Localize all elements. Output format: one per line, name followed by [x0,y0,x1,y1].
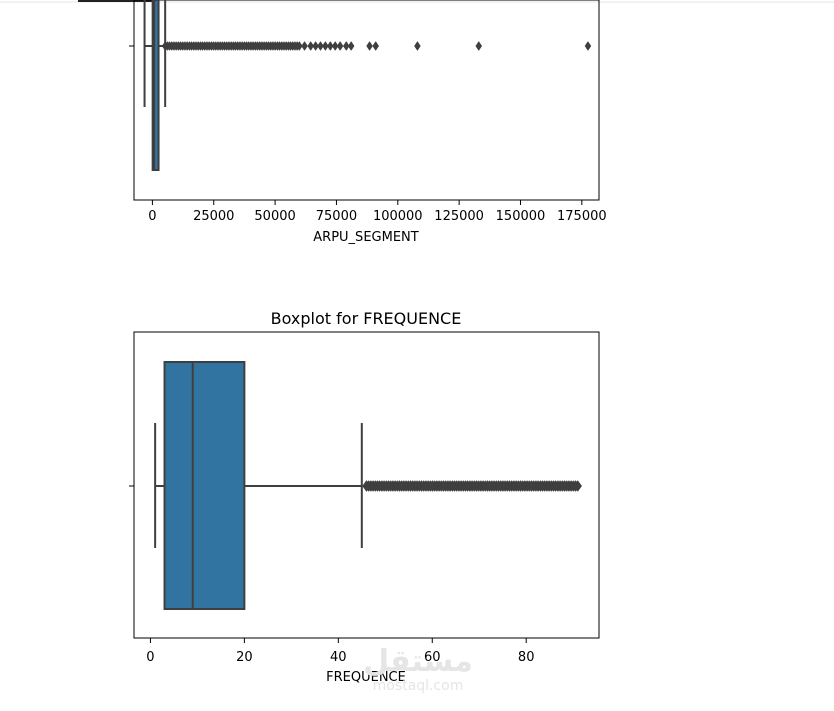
x-axis-label: ARPU_SEGMENT [313,230,418,245]
x-tick-label: 25000 [193,209,234,224]
box-iqr [163,361,246,610]
frequence-boxplot: Boxplot for FREQUENCE 0 20 40 60 80 FREQUENC… [129,309,600,685]
x-tick-label: 50000 [254,209,295,224]
arpu-boxplot: 0 25000 50000 75000 100000 125000 150000 175000… [129,0,607,245]
x-tick-label: 150000 [496,209,546,224]
cell-divider-mark [78,0,152,2]
outlier-marker [307,41,314,51]
outlier-marker [584,41,592,51]
outlier-marker [372,41,380,51]
watermark-latin: mostaql.com [372,678,464,694]
outlier-marker [317,41,324,51]
x-tick-label: 75000 [316,209,357,224]
x-tick-label: 0 [146,650,154,665]
x-axis-label: FREQUENCE [326,670,406,685]
plot-frame [133,331,600,639]
outlier-marker [366,41,373,51]
outlier-marker [347,41,355,51]
outlier-marker [342,41,350,51]
x-tick-label: 80 [518,650,535,665]
plot-frame [133,0,600,201]
outlier-marker [322,41,329,51]
x-tick-label: 0 [148,209,156,224]
x-tick-label: 125000 [434,209,484,224]
x-tick-label: 40 [330,650,347,665]
outlier-marker [301,41,308,51]
outlier-marker [312,41,319,51]
outlier-marker [327,41,334,51]
x-tick-label: 100000 [373,209,423,224]
outlier-marker [573,480,583,492]
outlier-marker [296,41,303,51]
outlier-marker [331,41,339,51]
box-iqr [151,0,160,171]
outlier-marker [475,41,483,51]
x-tick-label: 60 [424,650,441,665]
x-tick-label: 20 [236,650,253,665]
outlier-marker [336,41,344,51]
x-tick-label: 175000 [557,209,607,224]
mostaql-watermark: مستقل mostaql.com [360,644,476,695]
outlier-marker [414,41,421,51]
chart-title: Boxplot for FREQUENCE [271,309,462,328]
watermark-arabic: مستقل [363,644,473,679]
